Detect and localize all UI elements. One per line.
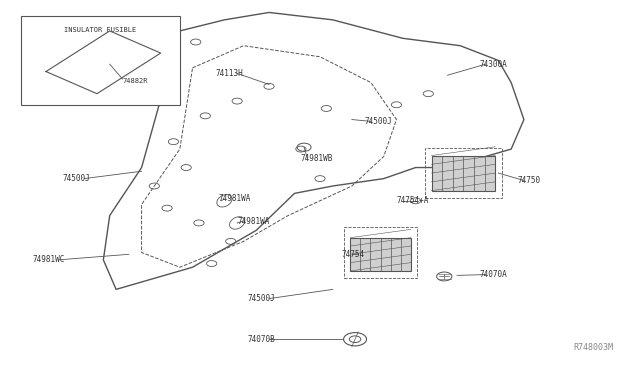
Bar — [425, 148, 502, 198]
Text: 74981WA: 74981WA — [237, 217, 269, 225]
Text: R748003M: R748003M — [573, 343, 613, 352]
Text: 74981WC: 74981WC — [33, 255, 65, 264]
Bar — [350, 238, 411, 271]
Text: 74113H: 74113H — [216, 69, 244, 78]
Text: INSULATOR FUSIBLE: INSULATOR FUSIBLE — [64, 27, 136, 33]
Text: 74981WB: 74981WB — [301, 154, 333, 163]
Text: 74300A: 74300A — [479, 60, 507, 69]
Bar — [431, 155, 495, 190]
Text: 74070A: 74070A — [479, 270, 507, 279]
Text: 74981WA: 74981WA — [218, 195, 250, 203]
Bar — [20, 16, 180, 105]
Text: 74754+A: 74754+A — [396, 196, 429, 205]
Text: 74070B: 74070B — [248, 335, 275, 344]
Text: 74500J: 74500J — [63, 174, 91, 183]
Bar — [344, 227, 417, 278]
Text: 74754: 74754 — [342, 250, 365, 259]
Text: 74500J: 74500J — [248, 294, 275, 303]
Text: 74750: 74750 — [518, 176, 541, 185]
Text: 74500J: 74500J — [365, 117, 392, 126]
Text: 74882R: 74882R — [122, 78, 148, 84]
